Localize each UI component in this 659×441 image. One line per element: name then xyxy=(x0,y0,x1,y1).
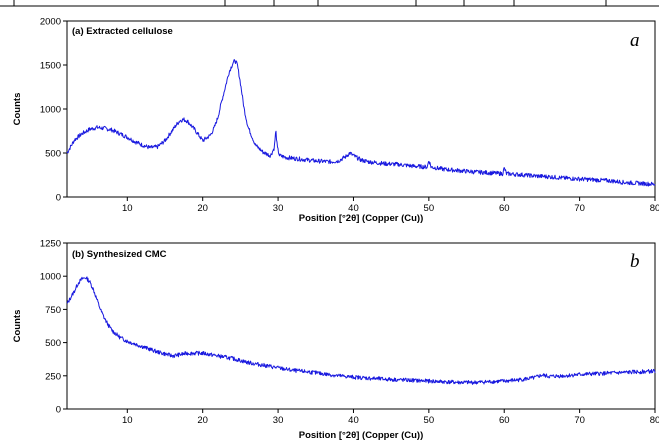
y-ticks: 0 250 500 750 1000 1250 xyxy=(40,239,67,416)
y-tick-label: 500 xyxy=(45,338,61,349)
y-tick-label: 250 xyxy=(45,371,61,382)
x-tick-label: 20 xyxy=(197,415,208,426)
x-tick-label: 60 xyxy=(499,203,510,214)
x-tick-label: 10 xyxy=(122,203,133,214)
series-line xyxy=(66,59,656,187)
y-tick-label: 0 xyxy=(56,405,61,416)
y-ticks: 0 500 1000 1500 2000 xyxy=(40,17,67,204)
x-tick-label: 70 xyxy=(574,203,585,214)
y-axis-label: Counts xyxy=(12,310,23,343)
x-tick-label: 50 xyxy=(424,415,435,426)
x-tick-label: 20 xyxy=(197,203,208,214)
x-tick-label: 30 xyxy=(273,415,284,426)
plot-frame xyxy=(66,20,656,198)
x-tick-label: 10 xyxy=(122,415,133,426)
x-ticks: 10 20 30 40 50 60 70 80 xyxy=(122,409,659,426)
panel-synthesized-cmc: (b) Synthesized CMC b Counts Position [°… xyxy=(12,239,659,441)
y-tick-label: 1000 xyxy=(40,272,61,283)
x-tick-label: 30 xyxy=(273,203,284,214)
y-tick-label: 1500 xyxy=(40,61,61,72)
y-tick-label: 1000 xyxy=(40,105,61,116)
x-tick-label: 50 xyxy=(424,203,435,214)
y-tick-label: 1250 xyxy=(40,239,61,250)
cropped-table-row xyxy=(0,0,659,7)
x-tick-label: 70 xyxy=(574,415,585,426)
x-tick-label: 80 xyxy=(650,203,659,214)
x-tick-label: 40 xyxy=(348,203,359,214)
y-tick-label: 0 xyxy=(56,193,61,204)
x-tick-label: 40 xyxy=(348,415,359,426)
y-tick-label: 2000 xyxy=(40,17,61,28)
y-tick-label: 500 xyxy=(45,149,61,160)
x-tick-label: 80 xyxy=(650,415,659,426)
panel-title: (a) Extracted cellulose xyxy=(72,26,173,37)
x-ticks: 10 20 30 40 50 60 70 80 xyxy=(122,197,659,214)
series-line xyxy=(66,276,656,385)
panel-title: (b) Synthesized CMC xyxy=(72,249,167,260)
x-tick-label: 60 xyxy=(499,415,510,426)
plot-frame xyxy=(66,242,656,410)
panel-letter: a xyxy=(630,30,640,51)
panel-extracted-cellulose: (a) Extracted cellulose a Counts Positio… xyxy=(12,17,659,225)
x-axis-label: Position [°2θ] (Copper (Cu)) xyxy=(299,430,424,441)
x-axis-label: Position [°2θ] (Copper (Cu)) xyxy=(299,213,424,224)
y-tick-label: 750 xyxy=(45,305,61,316)
panel-letter: b xyxy=(630,251,640,272)
y-axis-label: Counts xyxy=(12,93,23,126)
